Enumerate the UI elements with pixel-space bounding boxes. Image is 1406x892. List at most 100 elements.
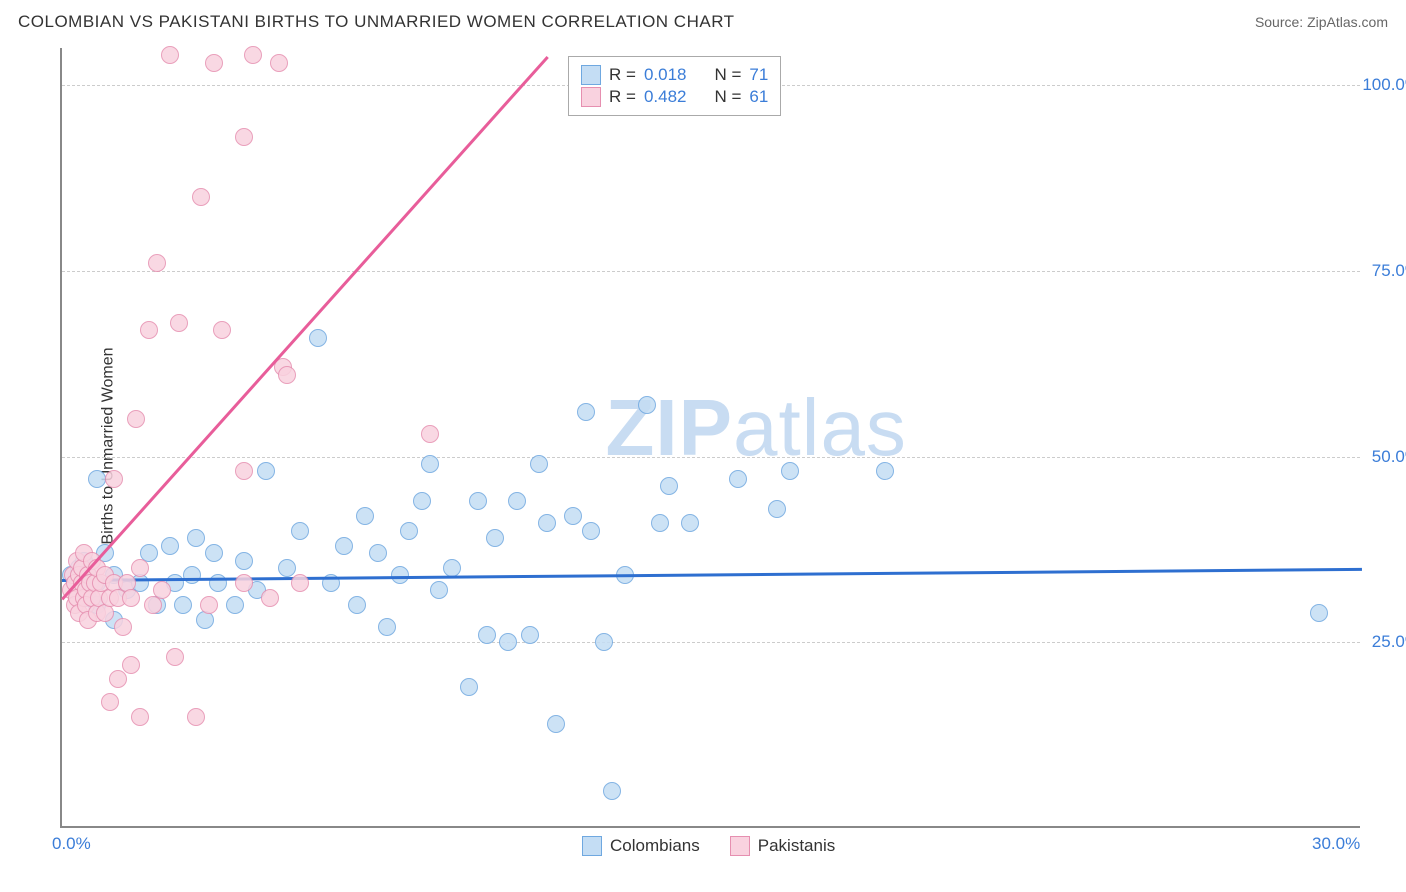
source-attribution: Source: ZipAtlas.com [1255,14,1388,30]
data-point [278,559,296,577]
data-point [508,492,526,510]
trend-line [61,56,548,600]
data-point [651,514,669,532]
data-point [413,492,431,510]
legend-label: Pakistanis [758,836,835,856]
series-legend: Colombians Pakistanis [582,836,835,856]
data-point [187,708,205,726]
data-point [205,544,223,562]
data-point [1310,604,1328,622]
gridline [62,271,1360,272]
x-tick-label: 30.0% [1312,834,1360,854]
legend-row: R =0.482N =61 [581,87,768,107]
n-label: N = [714,87,741,107]
n-label: N = [714,65,741,85]
data-point [278,366,296,384]
data-point [170,314,188,332]
data-point [595,633,613,651]
data-point [499,633,517,651]
chart-header: COLOMBIAN VS PAKISTANI BIRTHS TO UNMARRI… [18,12,1388,32]
data-point [486,529,504,547]
data-point [127,410,145,428]
chart-area: ZIPatlas 25.0%50.0%75.0%100.0%0.0%30.0%R… [60,48,1360,828]
data-point [291,522,309,540]
data-point [547,715,565,733]
data-point [109,670,127,688]
source-label: Source: [1255,14,1303,30]
data-point [638,396,656,414]
data-point [205,54,223,72]
data-point [235,552,253,570]
data-point [244,46,262,64]
data-point [443,559,461,577]
data-point [681,514,699,532]
n-value: 61 [749,87,768,107]
data-point [469,492,487,510]
data-point [261,589,279,607]
data-point [200,596,218,614]
data-point [564,507,582,525]
plot-region: ZIPatlas 25.0%50.0%75.0%100.0%0.0%30.0%R… [60,48,1360,828]
data-point [421,455,439,473]
data-point [729,470,747,488]
data-point [538,514,556,532]
source-link[interactable]: ZipAtlas.com [1307,14,1388,30]
data-point [577,403,595,421]
n-value: 71 [749,65,768,85]
legend-row: R = 0.018 N = 71 [581,65,768,85]
data-point [235,128,253,146]
data-point [166,648,184,666]
data-point [213,321,231,339]
data-point [122,656,140,674]
data-point [235,574,253,592]
data-point [530,455,548,473]
data-point [131,559,149,577]
data-point [174,596,192,614]
gridline [62,457,1360,458]
legend-swatch-icon [730,836,750,856]
data-point [335,537,353,555]
legend-item: Colombians [582,836,700,856]
data-point [291,574,309,592]
correlation-legend: R =0.018N =71R =0.482N =61 [568,56,781,116]
x-tick-label: 0.0% [52,834,91,854]
data-point [400,522,418,540]
data-point [235,462,253,480]
r-label: R = [609,87,636,107]
data-point [187,529,205,547]
data-point [460,678,478,696]
data-point [153,581,171,599]
data-point [270,54,288,72]
data-point [603,782,621,800]
legend-label: Colombians [610,836,700,856]
data-point [768,500,786,518]
legend-swatch-icon [582,836,602,856]
data-point [582,522,600,540]
data-point [660,477,678,495]
data-point [114,618,132,636]
data-point [148,254,166,272]
data-point [101,693,119,711]
data-point [430,581,448,599]
data-point [226,596,244,614]
y-tick-label: 25.0% [1372,632,1406,652]
data-point [209,574,227,592]
data-point [421,425,439,443]
data-point [122,589,140,607]
r-value: 0.018 [644,65,687,85]
data-point [521,626,539,644]
data-point [309,329,327,347]
r-label: R = [609,65,636,85]
data-point [348,596,366,614]
legend-swatch-icon [581,87,601,107]
data-point [378,618,396,636]
data-point [356,507,374,525]
data-point [257,462,275,480]
data-point [192,188,210,206]
data-point [183,566,201,584]
data-point [140,321,158,339]
data-point [161,537,179,555]
y-tick-label: 50.0% [1372,447,1406,467]
data-point [131,708,149,726]
trend-line [62,568,1362,582]
